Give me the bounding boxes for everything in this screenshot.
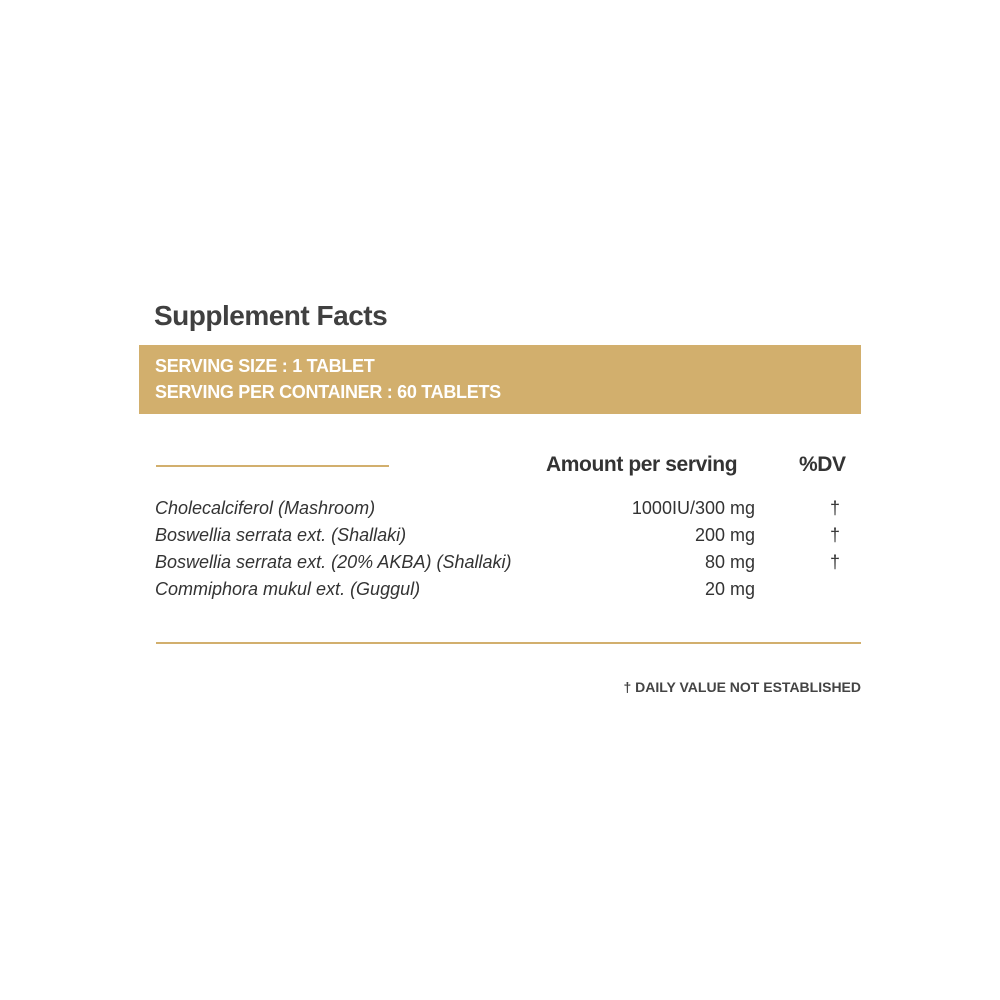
ingredient-name: Commiphora mukul ext. (Guggul): [155, 579, 421, 599]
page-title: Supplement Facts: [154, 300, 388, 331]
divider: [156, 465, 389, 467]
ingredient-name: Cholecalciferol (Mashroom): [155, 498, 376, 518]
ingredient-dv: †: [830, 525, 841, 545]
serving-size: SERVING SIZE : 1 TABLET: [155, 356, 375, 376]
table-row: Cholecalciferol (Mashroom) 1000IU/300 mg…: [0, 498, 1000, 525]
ingredient-name: Boswellia serrata ext. (20% AKBA) (Shall…: [155, 552, 512, 572]
divider: [156, 642, 861, 644]
footnote: † DAILY VALUE NOT ESTABLISHED: [623, 679, 861, 695]
ingredient-name: Boswellia serrata ext. (Shallaki): [155, 525, 407, 545]
ingredient-amount: 20 mg: [704, 579, 755, 599]
table-row: Boswellia serrata ext. (Shallaki) 200 mg…: [0, 525, 1000, 552]
table-row: Boswellia serrata ext. (20% AKBA) (Shall…: [0, 552, 1000, 579]
ingredient-amount: 200 mg: [694, 525, 755, 545]
ingredient-dv: †: [830, 552, 841, 572]
servings-per-container: SERVING PER CONTAINER : 60 TABLETS: [155, 382, 501, 402]
ingredient-amount: 80 mg: [704, 552, 755, 572]
dv-header: %DV: [799, 453, 846, 476]
ingredient-amount: 1000IU/300 mg: [631, 498, 755, 518]
serving-info-band: SERVING SIZE : 1 TABLET SERVING PER CONT…: [139, 345, 861, 414]
amount-header: Amount per serving: [546, 453, 738, 476]
ingredient-dv: †: [830, 498, 841, 518]
table-row: Commiphora mukul ext. (Guggul) 20 mg: [0, 579, 1000, 606]
